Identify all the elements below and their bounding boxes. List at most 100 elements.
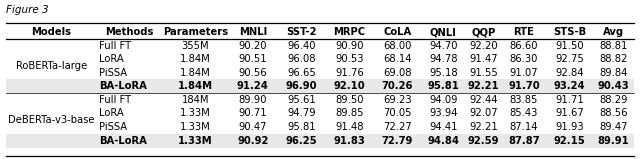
Text: 69.23: 69.23 (383, 95, 412, 105)
Text: 72.79: 72.79 (381, 136, 413, 146)
Text: 88.82: 88.82 (599, 54, 627, 64)
Text: 1.33M: 1.33M (180, 122, 211, 132)
Text: 95.61: 95.61 (287, 95, 316, 105)
Text: 69.08: 69.08 (383, 68, 412, 78)
Text: 91.07: 91.07 (509, 68, 538, 78)
Text: 95.81: 95.81 (428, 81, 459, 91)
Text: 91.71: 91.71 (556, 95, 584, 105)
Text: 92.21: 92.21 (469, 122, 498, 132)
Text: MRPC: MRPC (333, 27, 365, 37)
Text: 91.76: 91.76 (335, 68, 364, 78)
Text: 90.92: 90.92 (237, 136, 269, 146)
Text: 89.84: 89.84 (599, 68, 627, 78)
Text: 92.07: 92.07 (469, 108, 498, 118)
Text: 92.44: 92.44 (469, 95, 498, 105)
Text: 1.84M: 1.84M (180, 68, 211, 78)
Text: 89.50: 89.50 (335, 95, 364, 105)
Text: PiSSA: PiSSA (99, 68, 127, 78)
Text: MNLI: MNLI (239, 27, 267, 37)
Text: PiSSA: PiSSA (99, 122, 127, 132)
Text: 91.67: 91.67 (556, 108, 584, 118)
Text: 90.90: 90.90 (335, 41, 364, 51)
Text: 96.08: 96.08 (287, 54, 316, 64)
Text: Full FT: Full FT (99, 95, 131, 105)
Text: 91.48: 91.48 (335, 122, 364, 132)
Text: 89.85: 89.85 (335, 108, 364, 118)
Text: DeBERTa-v3-base: DeBERTa-v3-base (8, 115, 95, 125)
Text: 92.84: 92.84 (556, 68, 584, 78)
Text: Avg: Avg (603, 27, 624, 37)
Text: LoRA: LoRA (99, 108, 124, 118)
Text: 90.53: 90.53 (335, 54, 364, 64)
Text: 91.55: 91.55 (469, 68, 498, 78)
Text: 88.56: 88.56 (599, 108, 628, 118)
Text: 89.47: 89.47 (599, 122, 628, 132)
Text: 68.14: 68.14 (383, 54, 412, 64)
Text: 91.83: 91.83 (333, 136, 365, 146)
Text: 92.75: 92.75 (556, 54, 584, 64)
Text: 92.10: 92.10 (333, 81, 365, 91)
Text: 355M: 355M (182, 41, 209, 51)
Text: Methods: Methods (105, 27, 154, 37)
Text: LoRA: LoRA (99, 54, 124, 64)
Text: 96.25: 96.25 (285, 136, 317, 146)
Bar (6, 79, 634, 93)
Text: 184M: 184M (182, 95, 209, 105)
Text: 91.70: 91.70 (508, 81, 540, 91)
Text: 90.51: 90.51 (239, 54, 268, 64)
Text: 1.33M: 1.33M (180, 108, 211, 118)
Text: 90.47: 90.47 (239, 122, 267, 132)
Text: 94.09: 94.09 (429, 95, 458, 105)
Text: 92.20: 92.20 (469, 41, 498, 51)
Text: 89.90: 89.90 (239, 95, 267, 105)
Text: SST-2: SST-2 (286, 27, 317, 37)
Text: 68.00: 68.00 (383, 41, 412, 51)
Text: 91.47: 91.47 (469, 54, 498, 64)
Text: 1.84M: 1.84M (178, 81, 213, 91)
Text: 92.15: 92.15 (554, 136, 586, 146)
Text: BA-LoRA: BA-LoRA (99, 81, 147, 91)
Text: 86.60: 86.60 (509, 41, 538, 51)
Text: STS-B: STS-B (553, 27, 586, 37)
Text: 91.50: 91.50 (556, 41, 584, 51)
Text: RoBERTa-large: RoBERTa-large (15, 61, 87, 71)
Text: 85.43: 85.43 (510, 108, 538, 118)
Text: 89.91: 89.91 (598, 136, 629, 146)
Text: 94.70: 94.70 (429, 41, 458, 51)
Text: 83.85: 83.85 (510, 95, 538, 105)
Text: 96.90: 96.90 (285, 81, 317, 91)
Text: Parameters: Parameters (163, 27, 228, 37)
Text: 90.71: 90.71 (239, 108, 268, 118)
Text: QQP: QQP (471, 27, 495, 37)
Text: 70.26: 70.26 (381, 81, 413, 91)
Text: 86.30: 86.30 (510, 54, 538, 64)
Text: Models: Models (31, 27, 71, 37)
Text: 94.78: 94.78 (429, 54, 458, 64)
Text: 96.65: 96.65 (287, 68, 316, 78)
Text: 90.56: 90.56 (239, 68, 268, 78)
Text: Figure 3: Figure 3 (6, 5, 49, 15)
Text: RTE: RTE (513, 27, 534, 37)
Text: 90.20: 90.20 (239, 41, 267, 51)
Text: QNLI: QNLI (430, 27, 457, 37)
Text: 88.81: 88.81 (599, 41, 627, 51)
Text: 96.40: 96.40 (287, 41, 316, 51)
Text: 93.24: 93.24 (554, 81, 586, 91)
Text: 94.84: 94.84 (428, 136, 460, 146)
Text: 92.21: 92.21 (468, 81, 499, 91)
Text: 91.93: 91.93 (556, 122, 584, 132)
Text: 72.27: 72.27 (383, 122, 412, 132)
Text: 1.84M: 1.84M (180, 54, 211, 64)
Text: 93.94: 93.94 (429, 108, 458, 118)
Text: CoLA: CoLA (383, 27, 412, 37)
Text: 90.43: 90.43 (598, 81, 629, 91)
Text: 95.81: 95.81 (287, 122, 316, 132)
Text: Full FT: Full FT (99, 41, 131, 51)
Bar (6, 134, 634, 148)
Text: 94.41: 94.41 (429, 122, 458, 132)
Text: 95.18: 95.18 (429, 68, 458, 78)
Text: 94.79: 94.79 (287, 108, 316, 118)
Text: 87.14: 87.14 (509, 122, 538, 132)
Text: 1.33M: 1.33M (179, 136, 213, 146)
Text: 92.59: 92.59 (468, 136, 499, 146)
